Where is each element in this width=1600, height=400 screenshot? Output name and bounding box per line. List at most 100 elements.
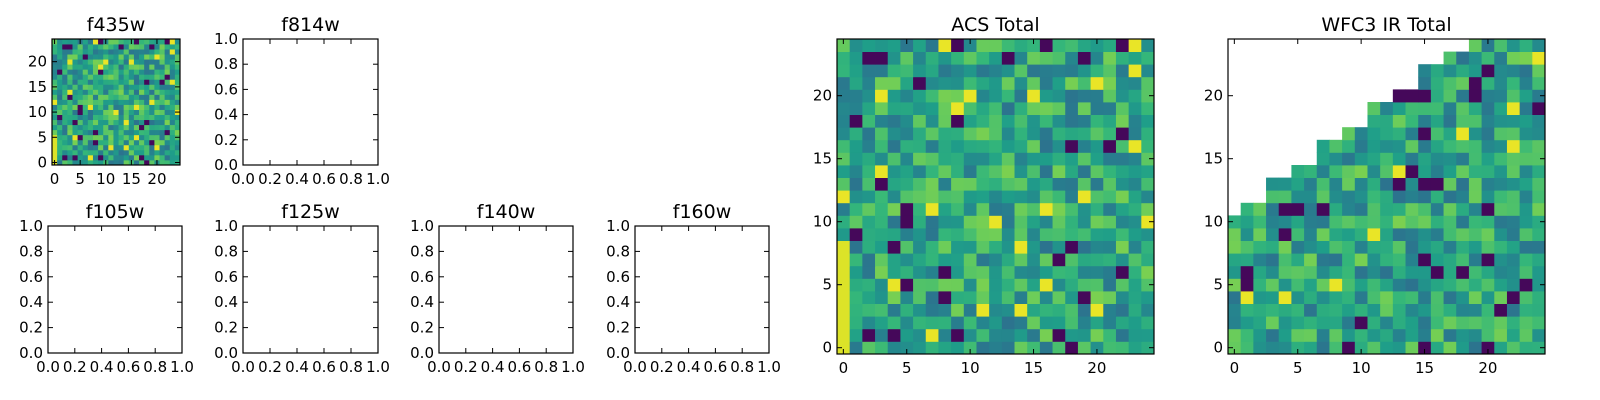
heatmap-cell	[87, 49, 94, 55]
heatmap-cell	[1052, 240, 1066, 254]
heatmap-cell	[1115, 139, 1130, 153]
heatmap-cell	[1532, 39, 1546, 52]
heatmap-cell	[62, 124, 68, 131]
heatmap-cell	[1392, 278, 1406, 292]
heatmap-cell	[925, 341, 939, 355]
heatmap-cell	[133, 89, 140, 95]
heatmap-cell	[1014, 240, 1028, 254]
heatmap-cell	[1367, 127, 1381, 141]
heatmap-cell	[1001, 253, 1015, 267]
heatmap-cell	[1506, 89, 1521, 103]
panel-title: f814w	[281, 14, 340, 36]
heatmap-cell	[72, 159, 78, 166]
heatmap-cell	[1456, 114, 1470, 128]
heatmap-cell	[849, 240, 863, 254]
axes-frame	[51, 38, 181, 166]
heatmap-cell	[1039, 114, 1053, 128]
heatmap-cell	[1443, 139, 1457, 153]
heatmap-cell	[1001, 139, 1015, 153]
heatmap-cell	[1316, 253, 1330, 267]
heatmap-cell	[938, 89, 952, 103]
heatmap-cell	[108, 109, 114, 115]
heatmap-cell	[118, 139, 125, 146]
heatmap-cell	[149, 54, 155, 60]
heatmap-cell	[913, 39, 927, 52]
heatmap-cell	[159, 149, 166, 156]
heatmap-cell	[849, 228, 863, 241]
heatmap-cell	[1304, 316, 1318, 330]
heatmap-cell	[1468, 51, 1482, 65]
heatmap-cell	[963, 127, 977, 141]
heatmap-cell	[1456, 328, 1470, 342]
heatmap-cell	[1430, 253, 1444, 267]
heatmap-cell	[123, 114, 130, 121]
heatmap-cell	[82, 159, 89, 166]
heatmap-cell	[951, 303, 965, 317]
heatmap-cell	[139, 149, 145, 156]
heatmap-cell	[837, 240, 851, 254]
heatmap-cell	[976, 152, 990, 166]
heatmap-cell	[159, 144, 166, 151]
heatmap-cell	[1405, 253, 1419, 267]
y-tick-label: 0.4	[410, 293, 434, 311]
panel-title: f125w	[281, 201, 340, 223]
heatmap-cell	[1001, 316, 1015, 330]
heatmap-cell	[154, 59, 160, 65]
heatmap-cell	[67, 44, 73, 50]
heatmap-cell	[1519, 114, 1533, 128]
heatmap-cell	[113, 59, 119, 65]
heatmap-cell	[913, 89, 927, 103]
heatmap-cell	[951, 202, 965, 216]
heatmap-cell	[862, 76, 876, 90]
heatmap-cell	[1468, 253, 1482, 267]
heatmap-cell	[1128, 215, 1142, 229]
heatmap-cell	[164, 99, 171, 105]
heatmap-cell	[159, 94, 166, 100]
heatmap-cell	[118, 94, 125, 100]
heatmap-cell	[57, 79, 63, 85]
x-tick-label: 0.2	[454, 358, 478, 376]
heatmap-cell	[174, 149, 181, 156]
heatmap-cell	[1278, 303, 1292, 317]
heatmap-cell	[149, 89, 155, 95]
heatmap-cell	[52, 99, 58, 105]
heatmap-cell	[169, 94, 176, 100]
heatmap-cell	[963, 328, 977, 342]
heatmap-cell	[1304, 253, 1318, 267]
heatmap-cell	[913, 202, 927, 216]
heatmap-cell	[1039, 316, 1053, 330]
heatmap-cell	[963, 228, 977, 241]
heatmap-cell	[1418, 316, 1432, 330]
heatmap-cell	[1494, 341, 1508, 355]
heatmap-cell	[72, 59, 78, 65]
heatmap-cell	[144, 79, 150, 85]
heatmap-cell	[1001, 102, 1015, 115]
heatmap-cell	[1052, 102, 1066, 115]
heatmap-cell	[1380, 177, 1394, 191]
heatmap-cell	[1456, 265, 1470, 279]
heatmap-cell	[1354, 291, 1368, 304]
heatmap-cell	[123, 69, 130, 75]
heatmap-cell	[144, 69, 150, 75]
heatmap-cell	[1039, 341, 1053, 355]
heatmap-cell	[1128, 165, 1142, 178]
heatmap-cell	[1354, 265, 1368, 279]
heatmap-cell	[87, 59, 94, 65]
heatmap-cell	[1456, 89, 1470, 103]
heatmap-cell	[1506, 127, 1521, 141]
heatmap-cell	[123, 74, 130, 80]
heatmap-cell	[1128, 303, 1142, 317]
heatmap-cell	[913, 341, 927, 355]
heatmap-cell	[118, 159, 125, 166]
heatmap-cell	[149, 109, 155, 115]
heatmap-cell	[1481, 51, 1495, 65]
heatmap-cell	[77, 94, 84, 100]
heatmap-cells	[1228, 39, 1546, 355]
heatmap-cell	[837, 316, 851, 330]
heatmap-cell	[925, 265, 939, 279]
heatmap-cell	[1354, 127, 1368, 141]
heatmap-cell	[900, 64, 914, 78]
heatmap-cell	[1103, 228, 1117, 241]
heatmap-cell	[169, 154, 176, 161]
axes-frame	[1227, 38, 1546, 355]
